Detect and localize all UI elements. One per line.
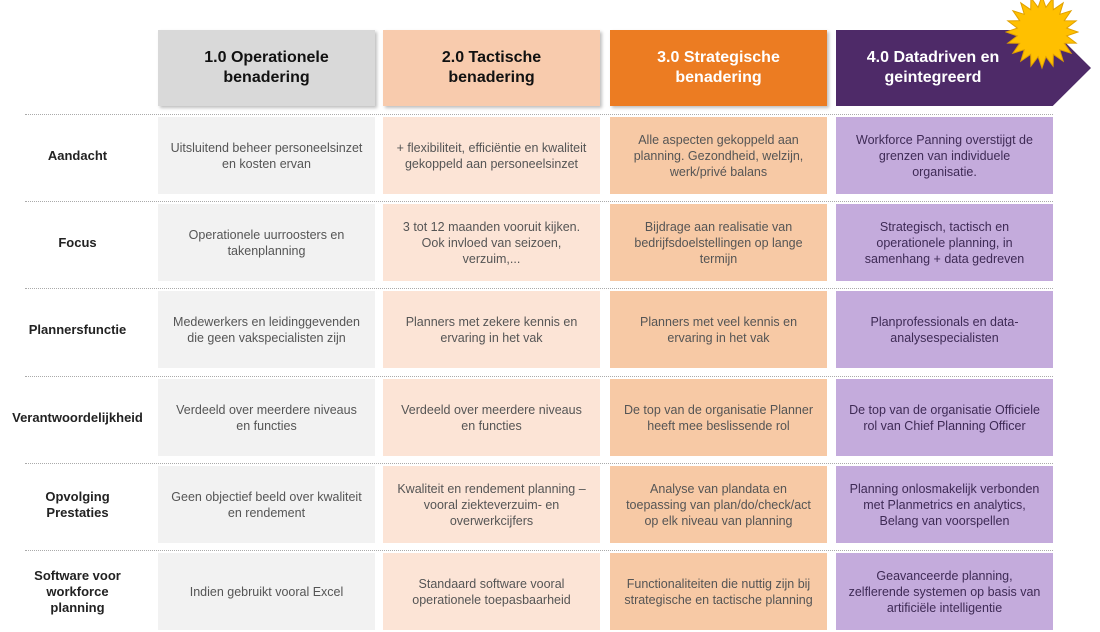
table-cell: Verdeeld over meerdere niveaus en functi…	[383, 379, 600, 456]
row-label: Aandacht	[47, 147, 108, 163]
row-divider	[25, 288, 1053, 289]
table-cell: De top van de organisatie Officiele rol …	[836, 379, 1053, 456]
table-cell: Geavanceerde planning, zelflerende syste…	[836, 553, 1053, 630]
column-header-label: 1.0 Operationele benadering	[204, 49, 329, 86]
table-cell: Uitsluitend beheer personeelsinzet en ko…	[158, 117, 375, 194]
table-cell: 3 tot 12 maanden vooruit kijken. Ook inv…	[383, 204, 600, 281]
column-header-3: 3.0 Strategische benadering	[610, 30, 827, 106]
table-cell: Medewerkers en leidinggevenden die geen …	[158, 291, 375, 368]
table-cell: + flexibiliteit, efficiëntie en kwalitei…	[383, 117, 600, 194]
sun-icon	[1005, 0, 1079, 70]
table-cell: Strategisch, tactisch en operationele pl…	[836, 204, 1053, 281]
table-cell: Planners met veel kennis en ervaring in …	[610, 291, 827, 368]
column-header-2: 2.0 Tactische benadering	[383, 30, 600, 106]
table-cell: Kwaliteit en rendement planning – vooral…	[383, 466, 600, 543]
column-header-label: 2.0 Tactische benadering	[441, 49, 542, 86]
table-cell: Planning onlosmakelijk verbonden met Pla…	[836, 466, 1053, 543]
column-header-label: 4.0 Datadriven en geintegreerd	[866, 49, 1000, 86]
table-cell: Functionaliteiten die nuttig zijn bij st…	[610, 553, 827, 630]
row-label: Opvolging Prestaties	[45, 488, 110, 520]
table-cell: Analyse van plandata en toepassing van p…	[610, 466, 827, 543]
table-cell: Planners met zekere kennis en ervaring i…	[383, 291, 600, 368]
column-header-label: 3.0 Strategische benadering	[657, 49, 780, 86]
row-divider	[25, 550, 1053, 551]
table-cell: Verdeeld over meerdere niveaus en functi…	[158, 379, 375, 456]
row-label: Software voor workforce planning	[34, 567, 121, 615]
row-divider	[25, 463, 1053, 464]
row-label: Plannersfunctie	[28, 321, 127, 337]
table-cell: De top van de organisatie Planner heeft …	[610, 379, 827, 456]
table-cell: Bijdrage aan realisatie van bedrijfsdoel…	[610, 204, 827, 281]
row-divider	[25, 376, 1053, 377]
table-cell: Operationele uurroosters en takenplannin…	[158, 204, 375, 281]
row-label: Verantwoordelijkheid	[12, 409, 143, 425]
table-cell: Geen objectief beeld over kwaliteit en r…	[158, 466, 375, 543]
row-divider	[25, 114, 1053, 115]
table-cell: Planprofessionals en data-analysespecial…	[836, 291, 1053, 368]
column-header-1: 1.0 Operationele benadering	[158, 30, 375, 106]
row-label: Focus	[58, 234, 97, 250]
table-cell: Workforce Panning overstijgt de grenzen …	[836, 117, 1053, 194]
row-divider	[25, 201, 1053, 202]
table-cell: Standaard software vooral operationele t…	[383, 553, 600, 630]
table-cell: Alle aspecten gekoppeld aan planning. Ge…	[610, 117, 827, 194]
table-cell: Indien gebruikt vooral Excel	[158, 553, 375, 630]
